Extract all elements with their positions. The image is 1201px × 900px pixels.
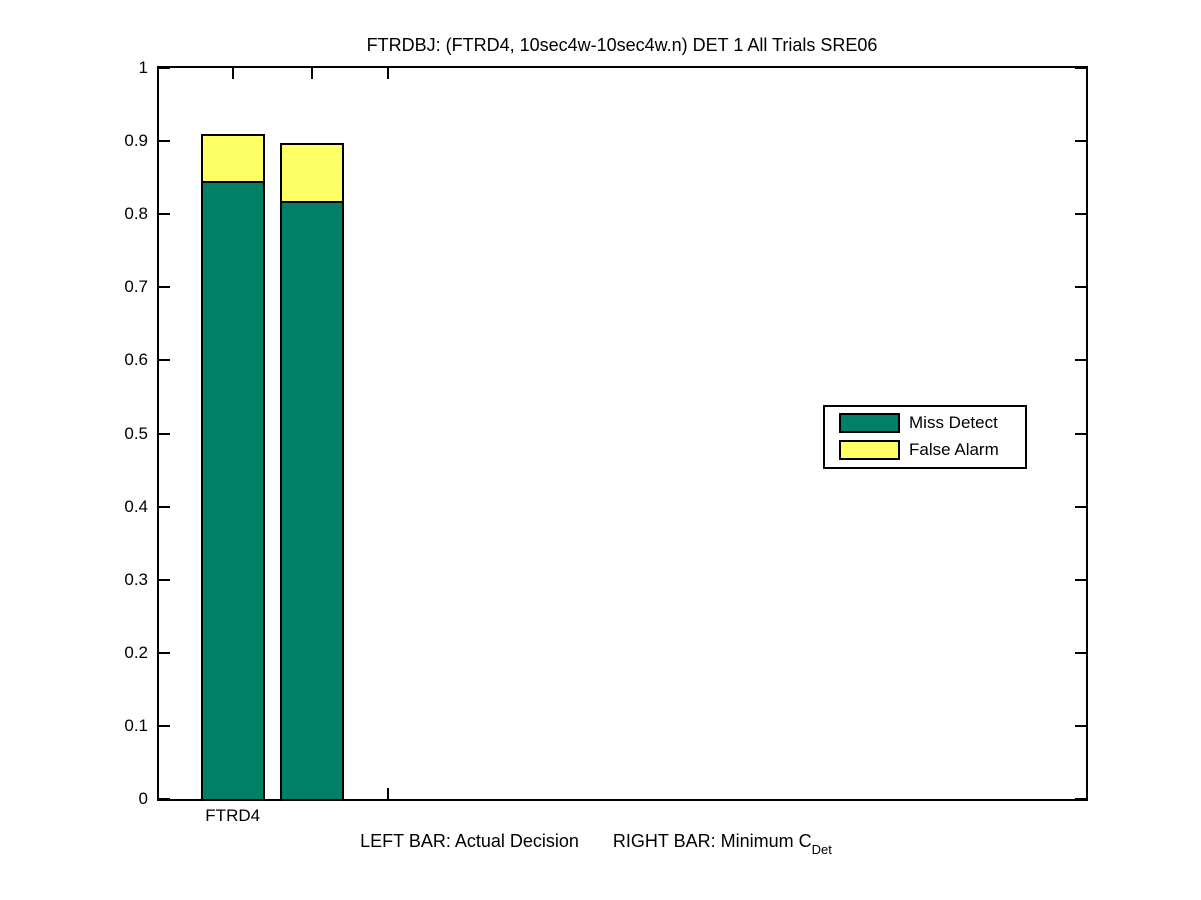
legend-row: Miss Detect [825,413,1025,433]
x-axis-label-subscript: Det [811,842,832,857]
bar-right-miss-detect [279,201,344,801]
y-tick-right [1075,652,1086,654]
y-tick-right [1075,579,1086,581]
y-tick-label: 0.7 [124,277,148,296]
y-tick-label: 0.2 [124,643,148,662]
x-axis-label-left: LEFT BAR: Actual Decision [360,831,579,851]
y-tick-label: 0.8 [124,204,148,223]
y-tick-left [159,359,170,361]
y-tick-right [1075,67,1086,69]
x-tick-bottom [387,788,390,799]
y-tick-right [1075,433,1086,435]
y-tick-right [1075,140,1086,142]
x-tick-top [310,68,313,79]
x-tick-top [387,68,390,79]
y-tick-right [1075,798,1086,800]
y-tick-left [159,579,170,581]
y-tick-right [1075,506,1086,508]
legend-swatch-false-alarm [839,440,900,460]
y-tick-left [159,798,170,800]
y-tick-right [1075,213,1086,215]
y-tick-label: 0.9 [124,131,148,150]
x-axis-label-right: RIGHT BAR: Minimum C [612,831,812,851]
legend-label: False Alarm [909,440,999,459]
bar-left-miss-detect [200,181,265,801]
x-axis-label: LEFT BAR: Actual Decision RIGHT BAR: Mini… [360,831,832,857]
y-tick-left [159,140,170,142]
legend-row: False Alarm [825,440,1025,460]
y-tick-right [1075,359,1086,361]
legend-swatch-miss-detect [839,413,900,433]
legend: Miss Detect False Alarm [823,405,1027,469]
y-tick-label: 0.6 [124,350,148,369]
y-tick-label: 0.4 [124,497,148,516]
y-tick-left [159,506,170,508]
x-tick-top [231,68,234,79]
y-tick-right [1075,725,1086,727]
y-tick-left [159,433,170,435]
y-tick-right [1075,286,1086,288]
y-tick-left [159,213,170,215]
y-tick-label: 0.5 [124,424,148,443]
bar-left-false-alarm [200,133,265,184]
y-tick-left [159,67,170,69]
y-tick-label: 0.3 [124,570,148,589]
y-tick-label: 0.1 [124,716,148,735]
y-tick-left [159,286,170,288]
y-tick-left [159,725,170,727]
bar-right-false-alarm [279,142,344,204]
y-tick-label: 1 [138,58,148,77]
chart-title: FTRDBJ: (FTRD4, 10sec4w-10sec4w.n) DET 1… [366,35,878,55]
y-tick-label: 0 [138,789,148,808]
x-tick-label-ftrd4: FTRD4 [205,806,261,825]
y-tick-left [159,652,170,654]
legend-label: Miss Detect [909,413,998,432]
